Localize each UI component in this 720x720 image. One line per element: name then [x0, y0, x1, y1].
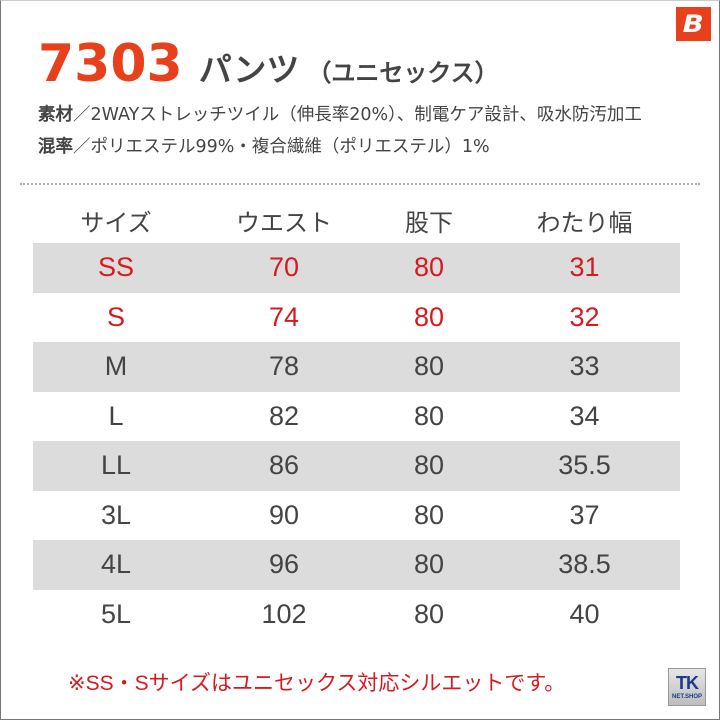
- cell-thigh: 32: [569, 301, 600, 332]
- header-thigh: わたり幅: [536, 208, 633, 237]
- page-title: 7303 パンツ （ユニセックス）: [38, 38, 499, 90]
- cell-size: M: [104, 351, 128, 382]
- shop-badge-text: NET.SHOP: [671, 694, 702, 700]
- cell-size: SS: [97, 252, 135, 283]
- cell-waist: 102: [261, 598, 307, 629]
- cell-thigh: 38.5: [558, 549, 611, 580]
- dotted-divider: [20, 183, 700, 185]
- unisex-note: ※SS・Sサイズはユニセックス対応シルエットです。: [68, 672, 566, 695]
- cell-inseam: 80: [413, 351, 445, 382]
- spec-label: 素材: [38, 105, 73, 125]
- spec-value: ポリエステル99%・複合繊維（ポリエステル）1%: [90, 137, 490, 157]
- cell-waist: 70: [268, 252, 300, 283]
- cell-thigh: 31: [569, 252, 600, 283]
- shop-badge: TK NET.SHOP: [668, 668, 706, 706]
- cell-size: 5L: [100, 598, 132, 629]
- cell-waist: 90: [268, 499, 300, 530]
- header-size: サイズ: [80, 208, 152, 237]
- cell-inseam: 80: [413, 450, 445, 481]
- size-table-header: サイズ ウエスト 股下 わたり幅: [33, 200, 680, 240]
- spec-separator: ／: [73, 105, 91, 125]
- header-waist: ウエスト: [236, 208, 332, 237]
- spec-value: 2WAYストレッチツイル（伸長率20%）、制電ケア設計、吸水防汚加工: [90, 105, 642, 125]
- spec-label: 混率: [38, 137, 73, 157]
- cell-inseam: 80: [413, 301, 445, 332]
- table-row: L 82 80 34: [33, 392, 680, 442]
- cell-size: LL: [100, 450, 132, 481]
- cell-inseam: 80: [413, 252, 445, 283]
- cell-waist: 86: [268, 450, 300, 481]
- brand-logo-icon: B: [682, 10, 705, 38]
- product-name: パンツ: [198, 50, 300, 89]
- cell-size: 3L: [100, 499, 132, 530]
- cell-inseam: 80: [413, 499, 445, 530]
- table-row: S 74 80 32: [33, 293, 680, 343]
- table-row: 4L 96 80 38.5: [33, 540, 680, 590]
- cell-thigh: 33: [569, 351, 600, 382]
- table-row: 3L 90 80 37: [33, 491, 680, 541]
- spec-material: 素材／2WAYストレッチツイル（伸長率20%）、制電ケア設計、吸水防汚加工: [38, 105, 642, 125]
- product-subtitle: （ユニセックス）: [307, 59, 499, 87]
- cell-inseam: 80: [413, 598, 445, 629]
- cell-size: L: [108, 400, 124, 431]
- table-row: 5L 102 80 40: [33, 590, 680, 640]
- cell-thigh: 34: [569, 400, 600, 431]
- cell-thigh: 40: [569, 598, 600, 629]
- cell-thigh: 37: [569, 499, 600, 530]
- cell-thigh: 35.5: [558, 450, 611, 481]
- header-inseam: 股下: [405, 208, 453, 237]
- table-row: SS 70 80 31: [33, 243, 680, 293]
- size-table-body: SS 70 80 31 S 74 80 32 M 78 80 33 L 82 8…: [33, 243, 680, 639]
- cell-waist: 78: [268, 351, 300, 382]
- shop-badge-logo-icon: TK: [676, 673, 699, 693]
- cell-inseam: 80: [413, 400, 445, 431]
- model-number: 7303: [38, 34, 183, 94]
- cell-waist: 96: [268, 549, 300, 580]
- brand-logo: B: [676, 7, 711, 41]
- cell-waist: 82: [268, 400, 300, 431]
- table-row: M 78 80 33: [33, 342, 680, 392]
- spec-blend: 混率／ポリエステル99%・複合繊維（ポリエステル）1%: [38, 137, 490, 157]
- cell-waist: 74: [268, 301, 300, 332]
- table-row: LL 86 80 35.5: [33, 441, 680, 491]
- cell-inseam: 80: [413, 549, 445, 580]
- cell-size: S: [106, 301, 125, 332]
- spec-separator: ／: [73, 137, 91, 157]
- cell-size: 4L: [100, 549, 132, 580]
